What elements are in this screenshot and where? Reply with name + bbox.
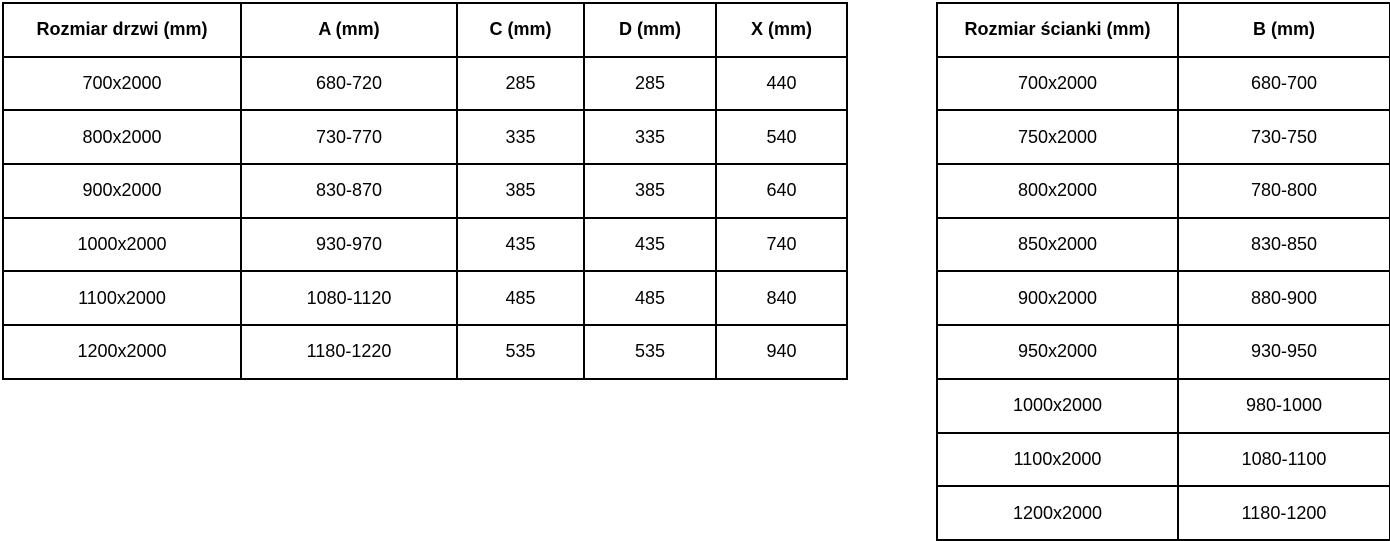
table-cell: 730-750 xyxy=(1177,109,1390,166)
table-row: 800x2000 730-770 335 335 540 xyxy=(2,109,848,166)
table-cell: 640 xyxy=(715,163,848,219)
table-row: 700x2000 680-720 285 285 440 xyxy=(2,55,848,112)
table-cell: 435 xyxy=(583,216,717,273)
table-row: 1000x2000 930-970 435 435 740 xyxy=(2,216,848,273)
table-cell: 700x2000 xyxy=(2,55,242,112)
column-header: Rozmiar ścianki (mm) xyxy=(936,2,1179,58)
table-cell: 285 xyxy=(583,55,717,112)
column-header: Rozmiar drzwi (mm) xyxy=(2,2,242,58)
table-cell: 830-850 xyxy=(1177,216,1390,273)
table-row: 1100x2000 1080-1120 485 485 840 xyxy=(2,270,848,327)
table-cell: 1080-1100 xyxy=(1177,431,1390,488)
column-header: B (mm) xyxy=(1177,2,1390,58)
table-cell: 750x2000 xyxy=(936,109,1179,166)
table-cell: 535 xyxy=(456,324,585,380)
table-row: 1200x2000 1180-1220 535 535 940 xyxy=(2,324,848,380)
table-cell: 1100x2000 xyxy=(936,431,1179,488)
table-row: 1000x2000 980-1000 xyxy=(936,377,1390,434)
table-cell: 285 xyxy=(456,55,585,112)
table-cell: 540 xyxy=(715,109,848,166)
table-cell: 800x2000 xyxy=(936,163,1179,219)
table-row: 750x2000 730-750 xyxy=(936,109,1390,166)
table-cell: 680-720 xyxy=(240,55,458,112)
table-cell: 1080-1120 xyxy=(240,270,458,327)
table-cell: 880-900 xyxy=(1177,270,1390,327)
table-cell: 900x2000 xyxy=(2,163,242,219)
table-row: 800x2000 780-800 xyxy=(936,163,1390,219)
table-cell: 1200x2000 xyxy=(936,485,1179,541)
table-row: 950x2000 930-950 xyxy=(936,324,1390,380)
table-row: 1200x2000 1180-1200 xyxy=(936,485,1390,541)
table-row: 700x2000 680-700 xyxy=(936,55,1390,112)
table-row: 900x2000 830-870 385 385 640 xyxy=(2,163,848,219)
table-cell: 1100x2000 xyxy=(2,270,242,327)
table-cell: 830-870 xyxy=(240,163,458,219)
column-header: X (mm) xyxy=(715,2,848,58)
table-cell: 700x2000 xyxy=(936,55,1179,112)
table-row: 1100x2000 1080-1100 xyxy=(936,431,1390,488)
column-header: A (mm) xyxy=(240,2,458,58)
table-cell: 680-700 xyxy=(1177,55,1390,112)
table-cell: 535 xyxy=(583,324,717,380)
table-cell: 1000x2000 xyxy=(2,216,242,273)
table-cell: 335 xyxy=(456,109,585,166)
table-cell: 850x2000 xyxy=(936,216,1179,273)
table-cell: 840 xyxy=(715,270,848,327)
table-cell: 435 xyxy=(456,216,585,273)
table-cell: 385 xyxy=(456,163,585,219)
table-cell: 440 xyxy=(715,55,848,112)
table-cell: 930-970 xyxy=(240,216,458,273)
table-cell: 1180-1200 xyxy=(1177,485,1390,541)
table-cell: 980-1000 xyxy=(1177,377,1390,434)
header-row: Rozmiar ścianki (mm) B (mm) xyxy=(936,2,1390,58)
table-row: 900x2000 880-900 xyxy=(936,270,1390,327)
column-header: C (mm) xyxy=(456,2,585,58)
table-cell: 1000x2000 xyxy=(936,377,1179,434)
table-row: 850x2000 830-850 xyxy=(936,216,1390,273)
table-cell: 780-800 xyxy=(1177,163,1390,219)
table-cell: 485 xyxy=(456,270,585,327)
table-cell: 950x2000 xyxy=(936,324,1179,380)
table-cell: 800x2000 xyxy=(2,109,242,166)
table-cell: 385 xyxy=(583,163,717,219)
wall-panel-size-table: Rozmiar ścianki (mm) B (mm) 700x2000 680-70… xyxy=(936,2,1390,541)
table-cell: 930-950 xyxy=(1177,324,1390,380)
table-cell: 335 xyxy=(583,109,717,166)
table-cell: 730-770 xyxy=(240,109,458,166)
column-header: D (mm) xyxy=(583,2,717,58)
table-cell: 485 xyxy=(583,270,717,327)
header-row: Rozmiar drzwi (mm) A (mm) C (mm) D (mm) X (m… xyxy=(2,2,848,58)
table-cell: 1200x2000 xyxy=(2,324,242,380)
table-cell: 740 xyxy=(715,216,848,273)
table-cell: 900x2000 xyxy=(936,270,1179,327)
table-cell: 1180-1220 xyxy=(240,324,458,380)
door-size-table: Rozmiar drzwi (mm) A (mm) C (mm) D (mm) X (m… xyxy=(2,2,848,380)
table-cell: 940 xyxy=(715,324,848,380)
